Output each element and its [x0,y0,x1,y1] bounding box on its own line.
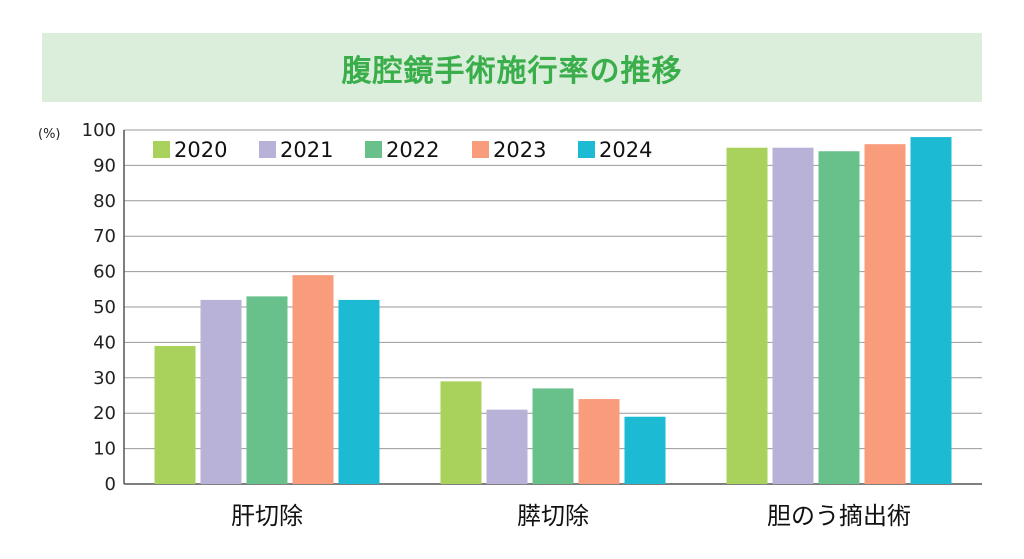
legend-swatch-2023 [472,141,489,158]
bar-2020-3 [726,147,768,484]
bars [154,137,952,485]
y-tick-label: 20 [93,403,116,424]
title-banner: 腹腔鏡手術施行率の推移 [42,33,982,102]
y-tick-label: 40 [93,332,116,353]
legend-label-2022: 2022 [386,138,439,162]
legend: 2020 2021 2022 2023 2024 [153,138,652,162]
category-labels: 肝切除 膵切除 胆のう摘出術 [231,502,911,530]
chart-title: 腹腔鏡手術施行率の推移 [341,53,683,89]
legend-swatch-2022 [365,141,382,158]
legend-label-2023: 2023 [493,138,546,162]
bar-2020-2 [440,381,482,484]
bar-2023-1 [292,275,334,484]
bar-2022-3 [818,151,860,485]
bar-2024-2 [624,416,666,484]
legend-label-2020: 2020 [174,138,227,162]
y-tick-label: 0 [105,474,116,495]
bar-2021-2 [486,409,528,484]
y-tick-label: 30 [93,368,116,389]
category-label: 膵切除 [517,502,589,530]
y-tick-label: 60 [93,262,116,283]
bar-2023-2 [578,399,620,484]
y-axis-unit: (%) [38,127,61,142]
bar-2024-3 [910,137,952,484]
bar-2023-3 [864,144,906,484]
category-label: 胆のう摘出術 [767,502,911,530]
legend-swatch-2021 [259,141,276,158]
bar-2022-1 [246,296,288,484]
bar-2020-1 [154,345,196,484]
bar-2022-2 [532,388,574,484]
legend-swatch-2020 [153,141,170,158]
y-tick-label: 80 [93,191,116,212]
legend-swatch-2024 [578,141,595,158]
y-tick-label: 50 [93,297,116,318]
y-tick-label: 90 [93,155,116,176]
y-tick-label: 10 [93,439,116,460]
y-tick-label: 100 [82,120,116,141]
bar-2024-1 [338,299,380,484]
legend-label-2021: 2021 [280,138,333,162]
category-label: 肝切除 [231,502,303,530]
y-tick-label: 70 [93,226,116,247]
y-axis-ticks: 0 10 20 30 40 50 60 70 80 90 100 [82,120,116,495]
bar-2021-3 [772,147,814,484]
bar-2021-1 [200,299,242,484]
legend-label-2024: 2024 [599,138,652,162]
